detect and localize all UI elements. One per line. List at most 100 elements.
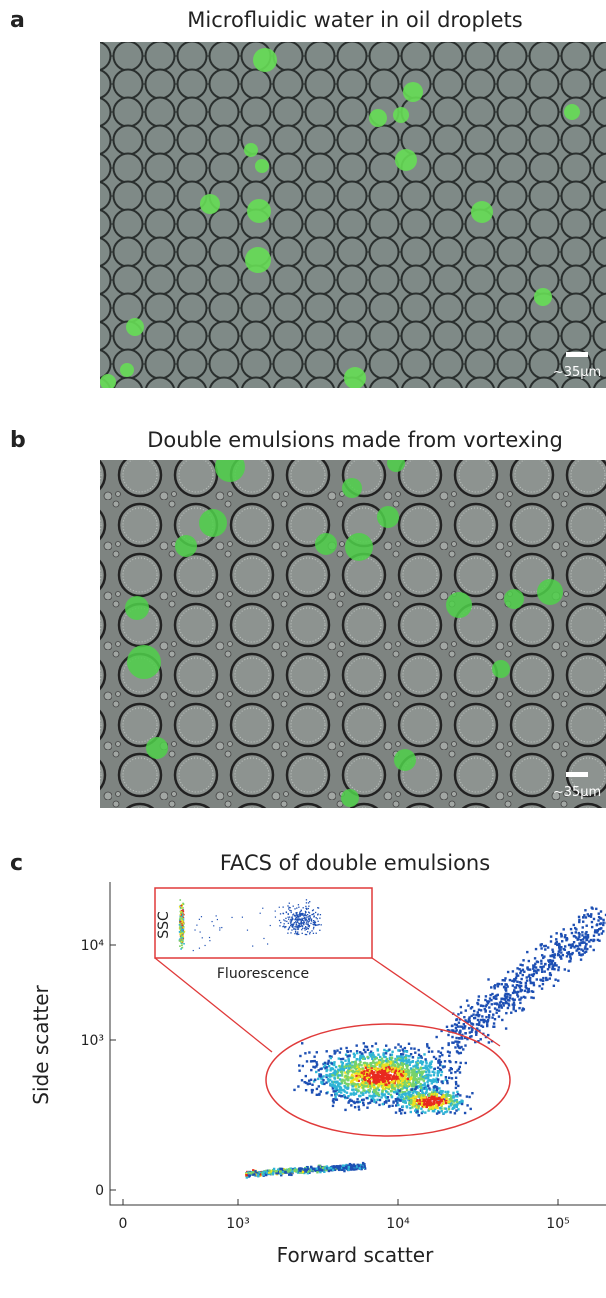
decor [540,962,543,965]
decor [540,947,543,950]
decor [457,1108,460,1111]
decor [443,1098,446,1101]
decor [179,919,181,922]
decor [450,1096,453,1100]
decor [414,1109,417,1112]
decor [411,1060,414,1063]
decor [429,1061,432,1065]
decor [369,109,387,127]
decor [388,1057,392,1060]
decor [470,1035,473,1038]
decor [519,1001,522,1005]
decor [327,1166,331,1170]
decor [506,970,510,974]
decor [534,288,552,306]
decor [497,982,501,986]
decor [457,1044,460,1048]
decor [322,1075,325,1078]
decor [442,1112,445,1115]
decor [317,920,319,922]
decor [344,1096,347,1100]
decor [381,1086,384,1089]
decor [413,1072,417,1075]
decor [470,1006,474,1009]
decor [290,910,292,912]
decor [401,1060,405,1063]
decor [479,1018,483,1022]
decor [350,1083,353,1086]
decor [368,1066,372,1069]
decor [405,1106,409,1109]
decor [327,1065,331,1068]
decor [464,1044,467,1047]
inset-y-label: SSC [156,911,172,939]
decor [346,1050,349,1053]
decor [401,1108,404,1112]
decor [585,942,588,946]
decor [452,1094,455,1097]
decor [371,1064,374,1068]
decor [388,1085,391,1089]
decor [438,1068,442,1071]
decor [526,950,529,954]
decor [295,922,297,924]
decor [420,1056,423,1059]
decor [470,1014,473,1018]
decor [358,1167,362,1170]
decor [314,921,317,924]
decor [572,923,575,927]
decor [175,535,197,557]
decor [372,1083,376,1086]
decor [373,1079,376,1083]
decor [330,1169,334,1172]
decor [357,1101,360,1104]
decor [294,928,297,930]
decor [386,1085,389,1089]
decor [351,1164,355,1168]
decor [368,1080,371,1083]
decor [344,1086,347,1089]
decor [597,912,600,915]
decor [245,1172,248,1176]
decor [345,1167,348,1171]
decor [303,917,305,920]
decor [312,1169,316,1172]
decor [338,1074,342,1077]
decor [468,1031,472,1034]
decor [483,1018,486,1022]
decor [350,1099,353,1102]
decor [315,917,317,919]
decor [180,931,182,933]
decor [358,1072,361,1076]
decor [247,1171,250,1174]
decor [297,931,299,933]
decor [305,1165,309,1169]
decor [298,926,300,929]
decor [393,1074,396,1077]
decor [426,1080,429,1084]
decor [604,913,606,917]
decor [348,1064,351,1068]
decor [303,916,306,919]
decor [427,1050,431,1053]
decor [312,932,315,935]
decor [395,1104,398,1107]
decor [387,460,405,472]
decor [400,1088,403,1091]
decor [413,1069,416,1072]
decor [391,1104,394,1107]
decor [355,1167,358,1171]
decor [336,1076,340,1079]
decor [316,1171,319,1174]
decor [444,1111,447,1114]
decor [493,987,496,990]
decor [380,1069,384,1072]
decor [399,1095,402,1099]
decor [246,1173,249,1177]
decor [415,1098,418,1102]
decor [426,1045,429,1048]
decor [259,1171,262,1175]
decor [450,1071,453,1075]
decor [306,1082,309,1086]
decor [292,924,294,926]
